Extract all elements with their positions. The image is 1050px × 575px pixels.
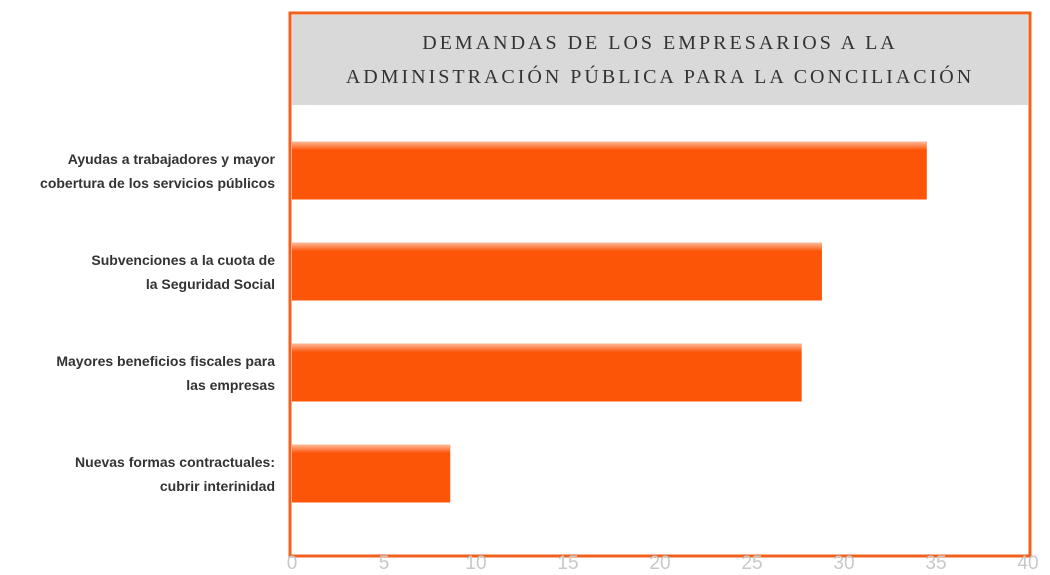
x-tick-label: 10	[465, 553, 486, 574]
category-label: Subvenciones a la cuota de la Seguridad …	[91, 251, 275, 292]
bar-shade	[292, 242, 822, 301]
chart-title: DEMANDAS DE LOS EMPRESARIOS A LA ADMINIS…	[292, 15, 1028, 105]
x-tick-label: 0	[287, 553, 298, 574]
bar-shade	[292, 343, 802, 402]
x-tick-label: 5	[379, 553, 390, 574]
x-tick-label: 25	[741, 553, 762, 574]
bar-shade	[292, 444, 451, 503]
x-tick-label: 20	[649, 553, 670, 574]
x-tick-label: 40	[1017, 553, 1038, 574]
x-tick-label: 30	[833, 553, 854, 574]
x-tick-label: 15	[557, 553, 578, 574]
category-label: Mayores beneficios fiscales para las emp…	[56, 352, 275, 393]
category-label: Nuevas formas contractuales: cubrir inte…	[75, 453, 275, 494]
bar-shade	[292, 141, 927, 200]
x-tick-label: 35	[925, 553, 946, 574]
category-label: Ayudas a trabajadores y mayor cobertura …	[40, 150, 275, 191]
frame	[288, 11, 1032, 558]
